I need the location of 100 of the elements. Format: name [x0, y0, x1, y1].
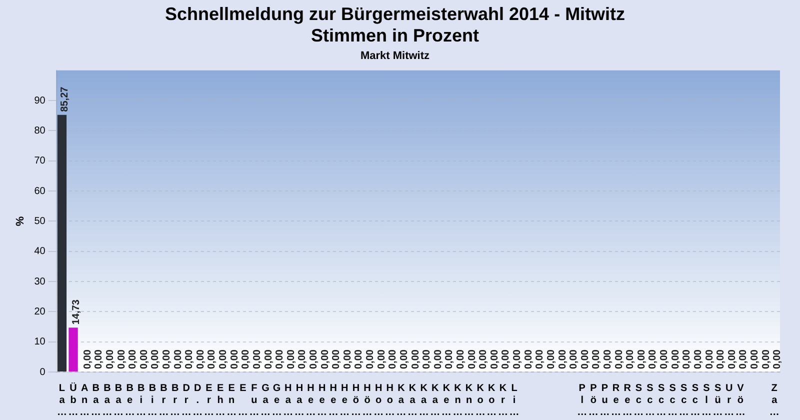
y-tick-label: 30	[34, 276, 46, 288]
x-tick-label: B e …	[124, 382, 135, 418]
x-tick-label: H a …	[283, 382, 294, 418]
x-tick-label: B a …	[90, 382, 101, 418]
x-tick-label: H e …	[340, 382, 350, 418]
x-tick-label: S c …	[644, 382, 655, 418]
x-tick-label: H o …	[374, 382, 384, 418]
x-tick-label: H ö …	[362, 382, 372, 418]
data-label: 0,00	[466, 349, 478, 369]
y-tick-label: 20	[34, 306, 46, 318]
x-tick-label: S c …	[668, 382, 678, 418]
x-tick-label: K n …	[464, 382, 474, 418]
x-tick-label: S l …	[702, 382, 712, 418]
data-label: 0,00	[591, 349, 602, 369]
x-tick-label: K a …	[418, 382, 429, 418]
x-tick-label: K e …	[441, 382, 452, 418]
x-tick-label: E n …	[226, 382, 237, 418]
x-tick-label: K a …	[408, 382, 418, 418]
x-tick-label: B r …	[158, 382, 169, 418]
y-tick-label: 50	[34, 216, 46, 227]
data-label: 0,00	[659, 349, 670, 369]
data-label: 0,00	[218, 349, 230, 369]
x-tick-label: P l …	[577, 382, 588, 418]
y-tick-label: 10	[34, 336, 46, 348]
data-label: 0,00	[297, 349, 308, 369]
x-tick-label: E r …	[204, 382, 214, 418]
y-tick-label: 90	[34, 95, 46, 106]
data-label: 0,00	[410, 349, 422, 369]
x-tick-label: S c …	[656, 382, 666, 418]
data-label: 0,00	[738, 349, 750, 369]
data-label: 0,00	[263, 349, 274, 369]
data-label: 0,00	[116, 349, 128, 369]
x-tick-label: B r …	[170, 382, 180, 418]
data-label: 0,00	[636, 349, 648, 369]
data-label: 0,00	[546, 349, 557, 369]
x-tick-label: K r …	[498, 382, 508, 418]
data-label: 0,00	[286, 349, 297, 369]
y-tick-label: 70	[34, 156, 46, 167]
x-tick-label: Z a …	[769, 382, 780, 418]
data-label: 0,00	[568, 349, 580, 369]
x-tick-label: R e …	[611, 382, 622, 418]
data-label: 0,00	[704, 349, 716, 369]
data-label: 0,00	[354, 349, 365, 369]
x-tick-label: L a …	[56, 382, 67, 418]
x-tick-label: K o …	[475, 382, 486, 418]
data-label: 0,00	[500, 349, 512, 369]
data-label: 0,00	[138, 349, 150, 369]
y-tick-label: 0	[40, 366, 46, 378]
data-label: 0,00	[760, 349, 772, 369]
data-label: 0,00	[478, 349, 490, 369]
x-tick-label: B i …	[136, 382, 146, 418]
data-label: 0,00	[512, 349, 524, 369]
data-label: 0,00	[455, 349, 466, 369]
data-label: 0,00	[398, 349, 410, 369]
data-label: 0,00	[444, 349, 456, 369]
chart-title: Schnellmeldung zur Bürgermeisterwahl 2014 - Mitwitz Stimmen in Prozent	[164, 4, 626, 46]
data-label: 0,00	[342, 349, 354, 369]
category-label: E …	[238, 382, 248, 418]
data-label: 0,00	[625, 349, 636, 369]
x-tick-label: H e …	[306, 382, 316, 418]
data-label: 0,00	[161, 349, 172, 369]
x-tick-label: V ö …	[735, 382, 746, 418]
x-tick-label: H ö …	[350, 382, 361, 418]
x-tick-label: K a …	[430, 382, 440, 418]
y-axis-title: %	[14, 216, 27, 226]
data-label: 0,00	[726, 349, 738, 369]
x-tick-label: G a …	[260, 382, 271, 418]
data-label: 0,00	[150, 349, 162, 369]
x-tick-label: S c …	[634, 382, 644, 418]
x-tick-label: P ö …	[588, 382, 598, 418]
x-tick-label: P u …	[600, 382, 610, 418]
data-label: 0,00	[308, 349, 320, 369]
x-tick-label: D r …	[181, 382, 192, 418]
y-tick-label: 60	[34, 186, 46, 197]
data-label: 0,00	[331, 349, 342, 369]
data-label: 0,00	[128, 349, 139, 369]
x-tick-label: F u …	[249, 382, 260, 418]
x-tick-label: A n …	[80, 382, 90, 418]
x-tick-label: K n …	[452, 382, 463, 418]
data-label: 0,00	[534, 349, 546, 369]
data-label: 0,00	[489, 349, 500, 369]
x-tick-label: G e …	[272, 382, 282, 418]
data-label: 0,00	[580, 349, 591, 369]
data-label: 0,00	[557, 349, 568, 369]
data-label: 0,00	[388, 349, 399, 369]
x-tick-label: S c …	[678, 382, 689, 418]
x-tick-label: H o …	[384, 382, 395, 418]
x-tick-label: R e …	[622, 382, 632, 418]
data-label: 0,00	[749, 349, 760, 369]
data-label: 0,00	[172, 349, 184, 369]
y-tick-label: 40	[34, 246, 46, 258]
x-tick-label: E h …	[215, 382, 226, 418]
data-label: 0,00	[692, 349, 704, 369]
data-label: 0,00	[184, 349, 196, 369]
chart-subtitle: Markt Mitwitz	[360, 50, 430, 62]
data-label: 0,00	[365, 349, 376, 369]
data-label: 0,00	[376, 349, 388, 369]
data-label: 0,00	[229, 349, 240, 369]
y-tick-label: 80	[34, 125, 46, 136]
x-tick-label: B a …	[114, 382, 124, 418]
